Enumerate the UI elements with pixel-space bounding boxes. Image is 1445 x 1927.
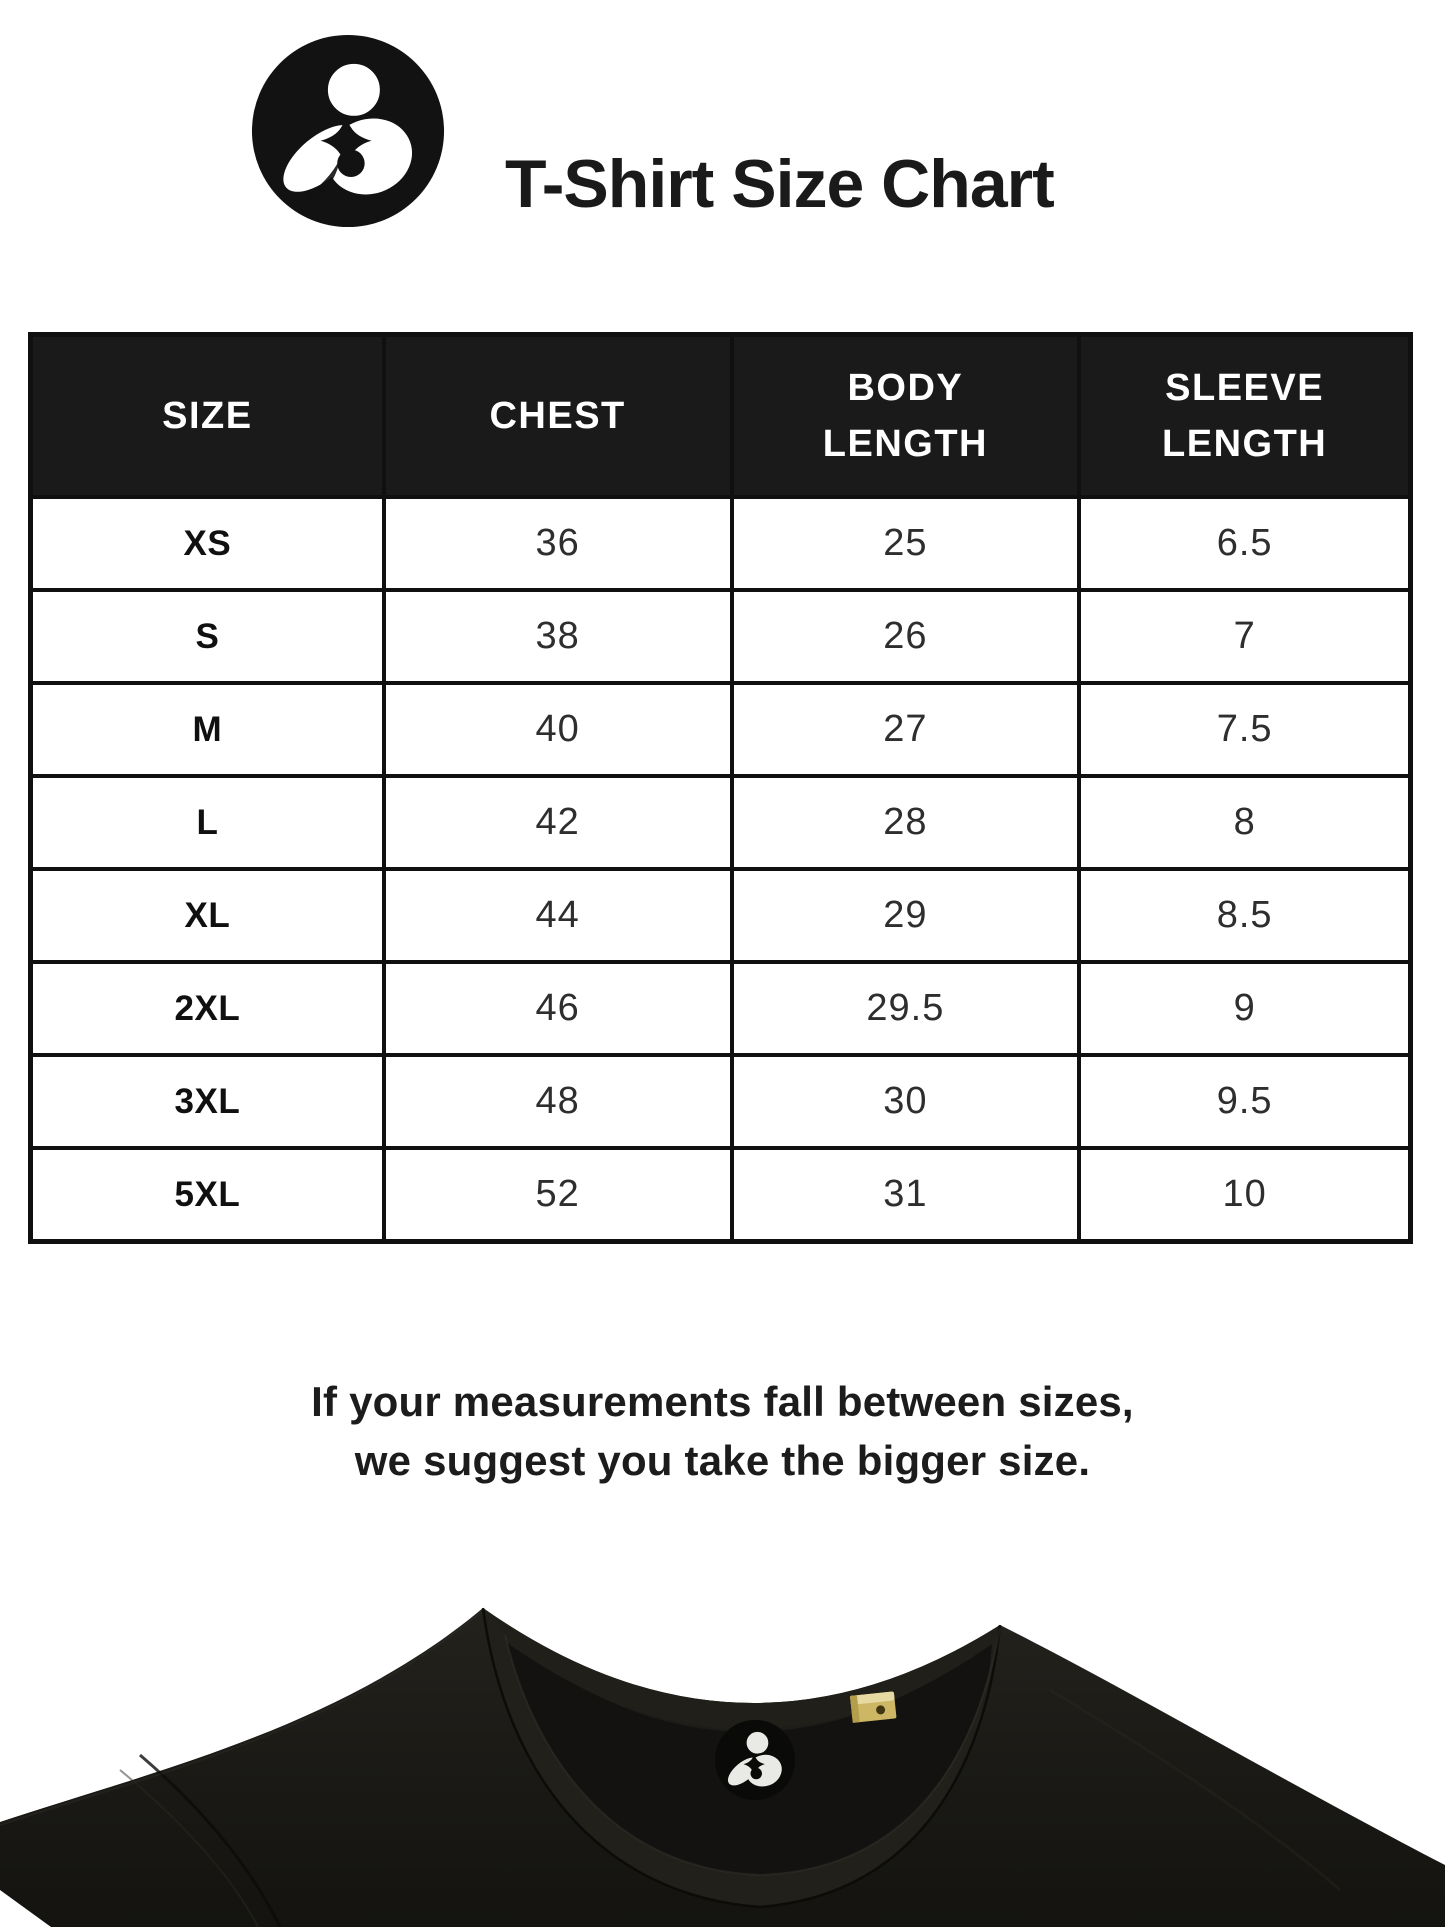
table-row: S 38 26 7 — [28, 588, 1413, 685]
chest-cell: 44 — [381, 867, 734, 964]
table-row: XS 36 25 6.5 — [28, 495, 1413, 592]
size-cell: XL — [28, 867, 386, 964]
body-length-cell: 31 — [729, 1146, 1082, 1244]
sleeve-length-cell: 8 — [1077, 774, 1413, 871]
body-length-cell: 26 — [729, 588, 1082, 685]
body-length-cell: 25 — [729, 495, 1082, 592]
table-row: M 40 27 7.5 — [28, 681, 1413, 778]
sleeve-length-cell: 10 — [1077, 1146, 1413, 1244]
sleeve-length-cell: 7 — [1077, 588, 1413, 685]
body-length-cell: 28 — [729, 774, 1082, 871]
size-cell: 2XL — [28, 960, 386, 1057]
table-row: XL 44 29 8.5 — [28, 867, 1413, 964]
shirt-photo — [0, 1560, 1445, 1927]
size-cell: S — [28, 588, 386, 685]
table-header-row: SIZE CHEST BODY LENGTH SLEEVE LENGTH — [28, 332, 1413, 499]
size-cell: 5XL — [28, 1146, 386, 1244]
size-cell: L — [28, 774, 386, 871]
sleeve-length-cell: 6.5 — [1077, 495, 1413, 592]
sleeve-length-cell: 9.5 — [1077, 1053, 1413, 1150]
size-chart-table: SIZE CHEST BODY LENGTH SLEEVE LENGTH XS … — [28, 332, 1413, 1244]
size-cell: 3XL — [28, 1053, 386, 1150]
chest-cell: 38 — [381, 588, 734, 685]
table-row: 5XL 52 31 10 — [28, 1146, 1413, 1244]
sleeve-length-cell: 9 — [1077, 960, 1413, 1057]
sizing-note-line-1: If your measurements fall between sizes, — [311, 1378, 1134, 1425]
sleeve-length-cell: 8.5 — [1077, 867, 1413, 964]
table-row: L 42 28 8 — [28, 774, 1413, 871]
page-title: T-Shirt Size Chart — [505, 145, 1055, 222]
table-row: 3XL 48 30 9.5 — [28, 1053, 1413, 1150]
column-header-size: SIZE — [28, 332, 386, 499]
body-length-cell: 29 — [729, 867, 1082, 964]
chest-cell: 48 — [381, 1053, 734, 1150]
mother-and-baby-icon — [250, 33, 446, 229]
body-length-cell: 29.5 — [729, 960, 1082, 1057]
care-tag — [850, 1691, 897, 1723]
size-cell: XS — [28, 495, 386, 592]
sleeve-length-cell: 7.5 — [1077, 681, 1413, 778]
chest-cell: 42 — [381, 774, 734, 871]
sizing-note-line-2: we suggest you take the bigger size. — [354, 1437, 1091, 1484]
chest-cell: 52 — [381, 1146, 734, 1244]
size-cell: M — [28, 681, 386, 778]
chest-cell: 36 — [381, 495, 734, 592]
body-length-cell: 30 — [729, 1053, 1082, 1150]
column-header-body-length: BODY LENGTH — [729, 332, 1082, 499]
column-header-chest: CHEST — [381, 332, 734, 499]
chest-cell: 46 — [381, 960, 734, 1057]
body-length-cell: 27 — [729, 681, 1082, 778]
column-header-sleeve-length: SLEEVE LENGTH — [1077, 332, 1413, 499]
neck-label-mother-and-baby-icon — [714, 1719, 796, 1801]
chest-cell: 40 — [381, 681, 734, 778]
sizing-note: If your measurements fall between sizes,… — [0, 1372, 1445, 1490]
table-row: 2XL 46 29.5 9 — [28, 960, 1413, 1057]
